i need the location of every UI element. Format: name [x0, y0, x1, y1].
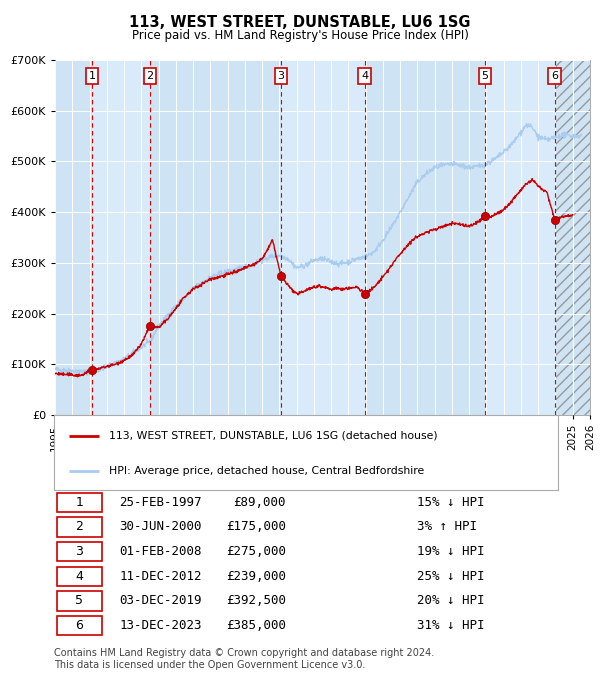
Bar	[554, 60, 590, 415]
Text: 3: 3	[277, 71, 284, 81]
Bar	[365, 60, 485, 415]
Text: 19% ↓ HPI: 19% ↓ HPI	[417, 545, 484, 558]
Bar	[485, 60, 554, 415]
Text: 01-FEB-2008: 01-FEB-2008	[119, 545, 202, 558]
Text: 5: 5	[75, 594, 83, 607]
Text: £275,000: £275,000	[226, 545, 286, 558]
Text: 2: 2	[75, 520, 83, 534]
Text: £392,500: £392,500	[226, 594, 286, 607]
Text: 11-DEC-2012: 11-DEC-2012	[119, 570, 202, 583]
Text: Price paid vs. HM Land Registry's House Price Index (HPI): Price paid vs. HM Land Registry's House …	[131, 29, 469, 41]
Text: 25-FEB-1997: 25-FEB-1997	[119, 496, 202, 509]
Text: 5: 5	[482, 71, 488, 81]
FancyBboxPatch shape	[56, 493, 102, 512]
Text: Contains HM Land Registry data © Crown copyright and database right 2024.: Contains HM Land Registry data © Crown c…	[54, 648, 434, 658]
Text: This data is licensed under the Open Government Licence v3.0.: This data is licensed under the Open Gov…	[54, 660, 365, 670]
Bar	[55, 60, 92, 415]
Text: 113, WEST STREET, DUNSTABLE, LU6 1SG (detached house): 113, WEST STREET, DUNSTABLE, LU6 1SG (de…	[109, 431, 438, 441]
Text: 20% ↓ HPI: 20% ↓ HPI	[417, 594, 484, 607]
FancyBboxPatch shape	[56, 616, 102, 635]
FancyBboxPatch shape	[56, 517, 102, 537]
Text: 13-DEC-2023: 13-DEC-2023	[119, 619, 202, 632]
Text: 4: 4	[75, 570, 83, 583]
Text: 3: 3	[75, 545, 83, 558]
Bar	[281, 60, 365, 415]
Bar	[150, 60, 281, 415]
FancyBboxPatch shape	[56, 592, 102, 611]
Text: 6: 6	[551, 71, 558, 81]
Text: 3% ↑ HPI: 3% ↑ HPI	[417, 520, 477, 534]
FancyBboxPatch shape	[56, 542, 102, 561]
FancyBboxPatch shape	[56, 566, 102, 586]
Bar	[92, 60, 150, 415]
Text: 2: 2	[146, 71, 154, 81]
Text: 113, WEST STREET, DUNSTABLE, LU6 1SG: 113, WEST STREET, DUNSTABLE, LU6 1SG	[129, 15, 471, 30]
Text: £175,000: £175,000	[226, 520, 286, 534]
Text: 31% ↓ HPI: 31% ↓ HPI	[417, 619, 484, 632]
Text: £239,000: £239,000	[226, 570, 286, 583]
Text: 15% ↓ HPI: 15% ↓ HPI	[417, 496, 484, 509]
Text: 30-JUN-2000: 30-JUN-2000	[119, 520, 202, 534]
Text: 1: 1	[88, 71, 95, 81]
Text: 03-DEC-2019: 03-DEC-2019	[119, 594, 202, 607]
Text: 6: 6	[75, 619, 83, 632]
Bar	[554, 60, 590, 415]
Text: £385,000: £385,000	[226, 619, 286, 632]
Text: 4: 4	[361, 71, 368, 81]
Text: 25% ↓ HPI: 25% ↓ HPI	[417, 570, 484, 583]
Text: HPI: Average price, detached house, Central Bedfordshire: HPI: Average price, detached house, Cent…	[109, 466, 425, 476]
Text: 1: 1	[75, 496, 83, 509]
Text: £89,000: £89,000	[233, 496, 286, 509]
